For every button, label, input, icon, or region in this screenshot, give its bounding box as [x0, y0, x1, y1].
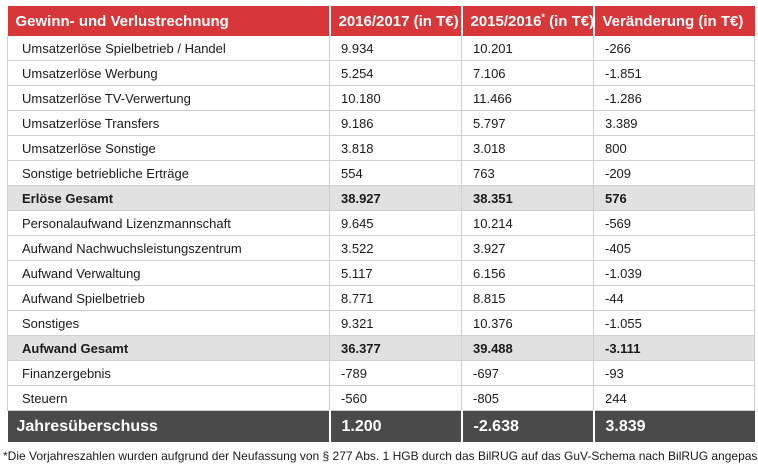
value-2016-2017: 9.321 [329, 310, 462, 336]
table-body: Umsatzerlöse Spielbetrieb / Handel 9.934 1… [7, 36, 755, 442]
header-2015-2016: 2015/2016* (in T€) [461, 6, 595, 36]
row-label: Aufwand Verwaltung [7, 260, 330, 286]
value-change: -569 [593, 210, 755, 236]
value-2015-2016: 763 [461, 160, 594, 186]
row-label: Aufwand Spielbetrieb [7, 285, 330, 311]
table-row: Aufwand Verwaltung 5.117 6.156 -1.039 [7, 260, 755, 286]
value-2016-2017: -789 [329, 360, 462, 386]
profit-loss-table: Gewinn- und Verlustrechnung 2016/2017 (i… [7, 6, 755, 442]
header-row: Gewinn- und Verlustrechnung 2016/2017 (i… [7, 6, 755, 36]
header-label: Gewinn- und Verlustrechnung [7, 6, 331, 36]
value-change: -1.286 [593, 85, 755, 111]
value-change: -3.111 [593, 335, 755, 361]
row-label: Umsatzerlöse Spielbetrieb / Handel [7, 36, 330, 61]
value-2016-2017: 9.934 [329, 36, 462, 61]
value-2015-2016: 6.156 [461, 260, 594, 286]
value-2015-2016: 7.106 [461, 60, 594, 86]
row-label: Sonstige betriebliche Erträge [7, 160, 330, 186]
net-income-label: Jahresüberschuss [7, 410, 331, 442]
row-label: Aufwand Nachwuchsleistungszentrum [7, 235, 330, 261]
value-2015-2016: -805 [461, 385, 594, 411]
row-label: Steuern [7, 385, 330, 411]
value-change: 576 [593, 185, 755, 211]
row-label: Erlöse Gesamt [7, 185, 330, 211]
value-2016-2017: 5.117 [329, 260, 462, 286]
table-row: Umsatzerlöse Spielbetrieb / Handel 9.934 1… [7, 36, 755, 61]
value-2015-2016: 10.214 [461, 210, 594, 236]
net-income-2016-2017: 1.200 [329, 410, 463, 442]
table-header: Gewinn- und Verlustrechnung 2016/2017 (i… [7, 6, 755, 36]
header-footnote-mark: * [541, 12, 545, 22]
table-row: Aufwand Nachwuchsleistungszentrum 3.522 3.… [7, 235, 755, 261]
value-2015-2016: 10.201 [461, 36, 594, 61]
value-2015-2016: 39.488 [461, 335, 594, 361]
header-2016-2017: 2016/2017 (in T€) [329, 6, 463, 36]
value-change: -1.039 [593, 260, 755, 286]
value-change: -93 [593, 360, 755, 386]
value-2016-2017: -560 [329, 385, 462, 411]
value-change: -44 [593, 285, 755, 311]
total-row: Aufwand Gesamt 36.377 39.488 -3.111 [7, 335, 755, 361]
row-label: Umsatzerlöse Sonstige [7, 135, 330, 161]
value-change: -1.851 [593, 60, 755, 86]
value-2015-2016: 5.797 [461, 110, 594, 136]
value-2016-2017: 36.377 [329, 335, 462, 361]
header-2015-2016-year: 2015/2016 [470, 13, 542, 30]
value-2015-2016: -697 [461, 360, 594, 386]
value-change: -266 [593, 36, 755, 61]
table-row: Personalaufwand Lizenzmannschaft 9.645 10.… [7, 210, 755, 236]
table-row: Umsatzerlöse Sonstige 3.818 3.018 800 [7, 135, 755, 161]
row-label: Umsatzerlöse Werbung [7, 60, 330, 86]
row-label: Finanzergebnis [7, 360, 330, 386]
footnote: *Die Vorjahreszahlen wurden aufgrund der… [3, 449, 758, 463]
table-row: Finanzergebnis -789 -697 -93 [7, 360, 755, 386]
value-2016-2017: 10.180 [329, 85, 462, 111]
value-2015-2016: 8.815 [461, 285, 594, 311]
gv-table-container: Gewinn- und Verlustrechnung 2016/2017 (i… [7, 6, 755, 442]
row-label: Umsatzerlöse Transfers [7, 110, 330, 136]
value-change: 800 [593, 135, 755, 161]
table-row: Sonstiges 9.321 10.376 -1.055 [7, 310, 755, 336]
value-2015-2016: 11.466 [461, 85, 594, 111]
header-change: Veränderung (in T€) [593, 6, 755, 36]
value-change: 3.389 [593, 110, 755, 136]
value-change: 244 [593, 385, 755, 411]
value-2016-2017: 3.522 [329, 235, 462, 261]
net-income-change: 3.839 [593, 410, 755, 442]
value-2015-2016: 10.376 [461, 310, 594, 336]
table-row: Sonstige betriebliche Erträge 554 763 -209 [7, 160, 755, 186]
table-row: Steuern -560 -805 244 [7, 385, 755, 411]
value-2016-2017: 38.927 [329, 185, 462, 211]
net-income-2015-2016: -2.638 [461, 410, 595, 442]
value-2016-2017: 554 [329, 160, 462, 186]
value-2016-2017: 9.186 [329, 110, 462, 136]
value-2015-2016: 3.927 [461, 235, 594, 261]
total-row: Erlöse Gesamt 38.927 38.351 576 [7, 185, 755, 211]
row-label: Personalaufwand Lizenzmannschaft [7, 210, 330, 236]
table-row: Umsatzerlöse Werbung 5.254 7.106 -1.851 [7, 60, 755, 86]
net-income-row: Jahresüberschuss 1.200 -2.638 3.839 [7, 410, 755, 442]
value-change: -1.055 [593, 310, 755, 336]
value-2016-2017: 3.818 [329, 135, 462, 161]
table-row: Aufwand Spielbetrieb 8.771 8.815 -44 [7, 285, 755, 311]
value-2015-2016: 38.351 [461, 185, 594, 211]
value-change: -209 [593, 160, 755, 186]
value-2016-2017: 5.254 [329, 60, 462, 86]
row-label: Umsatzerlöse TV-Verwertung [7, 85, 330, 111]
row-label: Sonstiges [7, 310, 330, 336]
value-2016-2017: 8.771 [329, 285, 462, 311]
header-2015-2016-unit: (in T€) [549, 13, 595, 30]
row-label: Aufwand Gesamt [7, 335, 330, 361]
value-2016-2017: 9.645 [329, 210, 462, 236]
value-2015-2016: 3.018 [461, 135, 594, 161]
value-change: -405 [593, 235, 755, 261]
table-row: Umsatzerlöse Transfers 9.186 5.797 3.389 [7, 110, 755, 136]
table-row: Umsatzerlöse TV-Verwertung 10.180 11.466 -1… [7, 85, 755, 111]
